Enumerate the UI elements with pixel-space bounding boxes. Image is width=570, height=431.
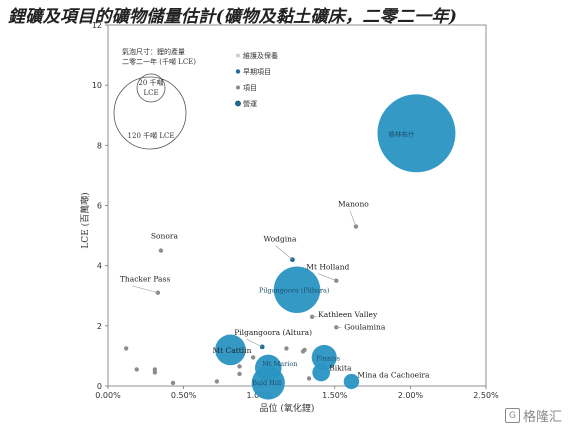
data-point-label: Bikita — [329, 363, 352, 372]
legend-marker — [235, 69, 241, 74]
data-point-label: Sonora — [151, 232, 179, 241]
data-point-label: Wodgina — [263, 235, 297, 244]
data-point-label: Mt Marion — [262, 360, 297, 368]
data-point-label: Thacker Pass — [120, 275, 170, 284]
x-tick-label: 0.50% — [171, 391, 197, 400]
data-point-label: Manono — [338, 200, 369, 209]
data-point-label: Mt Holland — [306, 263, 349, 272]
x-tick-label: 2.00% — [398, 391, 424, 400]
size-legend-title-line1: 氣泡尺寸：鋰的產量 — [122, 47, 185, 56]
y-tick-label: 6 — [97, 202, 102, 211]
data-point — [312, 363, 331, 382]
data-point — [284, 346, 289, 351]
y-tick-label: 8 — [97, 141, 102, 150]
y-tick-label: 4 — [97, 262, 102, 271]
data-point — [152, 367, 158, 372]
data-point — [158, 248, 164, 253]
legend-marker — [236, 53, 240, 58]
y-tick-label: 0 — [97, 382, 102, 391]
legend-label: 項目 — [243, 84, 257, 92]
y-tick-label: 2 — [97, 322, 102, 331]
data-point — [343, 373, 360, 390]
data-point — [215, 334, 246, 366]
watermark-logo-icon: G — [504, 408, 520, 423]
size-legend-large-label: 120 千噸 LCE — [128, 131, 175, 140]
legend-marker — [235, 100, 241, 107]
legend-label: 維護及保養 — [243, 51, 278, 60]
size-legend-large-circle — [113, 76, 187, 150]
chart-title: 鋰礦及項目的礦物儲量估計(礦物及黏土礦床，二零二一年) — [8, 7, 458, 27]
x-tick-label: 1.50% — [322, 391, 348, 400]
x-tick-label: 2.50% — [473, 391, 499, 400]
data-point — [254, 354, 282, 382]
data-point — [237, 364, 242, 369]
size-legend-small-unit: LCE — [143, 89, 158, 97]
label-leader-line — [318, 273, 337, 281]
data-point — [152, 370, 158, 375]
data-point-label: Kathleen Valley — [318, 310, 378, 319]
data-point — [123, 346, 129, 351]
data-point — [377, 94, 456, 173]
data-point — [214, 379, 220, 384]
data-point — [311, 344, 337, 370]
size-legend-small-label: 20 千噸 — [138, 78, 163, 87]
data-point-label: Pilgangoora (Pilbara) — [259, 287, 330, 295]
label-leader-line — [275, 245, 293, 260]
x-tick-label: 0.00% — [95, 391, 121, 400]
size-legend-small-circle — [136, 73, 166, 103]
label-leader-line — [131, 285, 158, 294]
label-leader-line — [349, 210, 357, 227]
data-point — [237, 371, 242, 377]
data-point — [170, 380, 176, 386]
y-tick-label: 10 — [92, 81, 102, 90]
legend-label: 早期項目 — [243, 68, 271, 76]
y-tick-label: 12 — [92, 21, 102, 30]
data-point-label: Finniss — [316, 354, 340, 362]
data-point-label: Mt Cattlin — [212, 346, 251, 355]
data-point — [250, 355, 256, 360]
data-point-label: 格林布什 — [388, 129, 415, 138]
data-point — [306, 376, 312, 381]
data-point-label: Bald Hill — [252, 379, 281, 387]
size-legend-title-line2: 二零二一年 (千噸 LCE) — [122, 57, 196, 66]
watermark-text: 格隆汇 — [522, 410, 562, 425]
data-point-label: Pilgangoora (Altura) — [234, 328, 312, 337]
x-axis-title: 品位 (氧化鋰) — [260, 402, 315, 414]
data-point — [302, 347, 307, 353]
label-leader-line — [246, 338, 263, 348]
legend-marker — [236, 85, 240, 90]
data-point-label: Mina da Cachoeira — [357, 370, 430, 379]
y-axis-title: LCE (百萬噸) — [79, 192, 91, 248]
legend-label: 營運 — [243, 99, 257, 108]
data-point — [134, 367, 139, 372]
data-point — [273, 266, 321, 313]
watermark: G 格隆汇 — [504, 406, 562, 425]
data-point-label: Goulamina — [344, 322, 386, 331]
